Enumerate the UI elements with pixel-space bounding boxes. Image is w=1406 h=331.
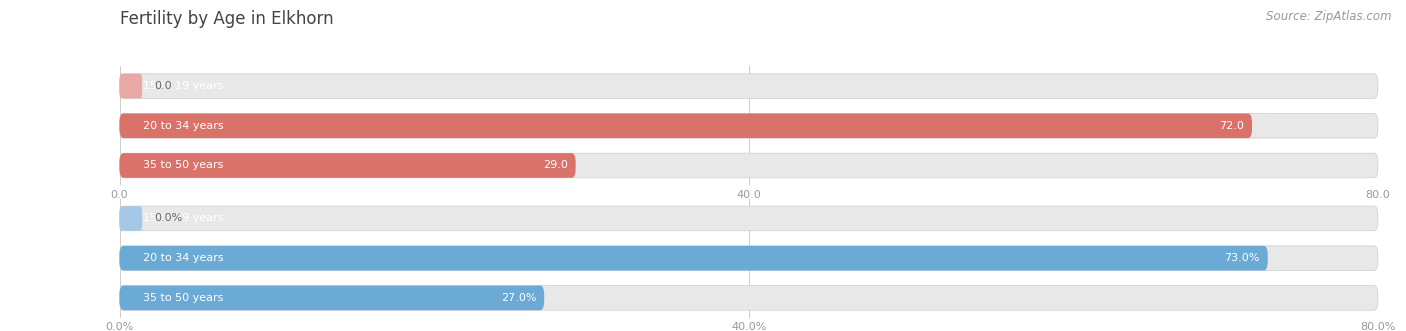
Text: Source: ZipAtlas.com: Source: ZipAtlas.com bbox=[1267, 10, 1392, 23]
Text: 15 to 19 years: 15 to 19 years bbox=[143, 213, 224, 223]
FancyBboxPatch shape bbox=[120, 286, 544, 310]
FancyBboxPatch shape bbox=[120, 206, 142, 231]
Text: 15 to 19 years: 15 to 19 years bbox=[143, 81, 224, 91]
Text: 29.0: 29.0 bbox=[543, 161, 568, 170]
FancyBboxPatch shape bbox=[120, 286, 1378, 310]
Text: 35 to 50 years: 35 to 50 years bbox=[143, 161, 224, 170]
FancyBboxPatch shape bbox=[120, 246, 1378, 270]
Text: 0.0%: 0.0% bbox=[155, 213, 183, 223]
Text: 72.0: 72.0 bbox=[1219, 121, 1244, 131]
Text: 35 to 50 years: 35 to 50 years bbox=[143, 293, 224, 303]
Text: 0.0: 0.0 bbox=[155, 81, 173, 91]
FancyBboxPatch shape bbox=[120, 114, 1378, 138]
FancyBboxPatch shape bbox=[120, 74, 1378, 98]
FancyBboxPatch shape bbox=[120, 114, 1251, 138]
FancyBboxPatch shape bbox=[120, 206, 1378, 231]
FancyBboxPatch shape bbox=[120, 74, 142, 98]
Text: 73.0%: 73.0% bbox=[1225, 253, 1260, 263]
Text: Fertility by Age in Elkhorn: Fertility by Age in Elkhorn bbox=[120, 10, 333, 28]
FancyBboxPatch shape bbox=[120, 153, 1378, 178]
Text: 20 to 34 years: 20 to 34 years bbox=[143, 121, 224, 131]
Text: 20 to 34 years: 20 to 34 years bbox=[143, 253, 224, 263]
FancyBboxPatch shape bbox=[120, 246, 1268, 270]
FancyBboxPatch shape bbox=[120, 153, 575, 178]
Text: 27.0%: 27.0% bbox=[501, 293, 536, 303]
